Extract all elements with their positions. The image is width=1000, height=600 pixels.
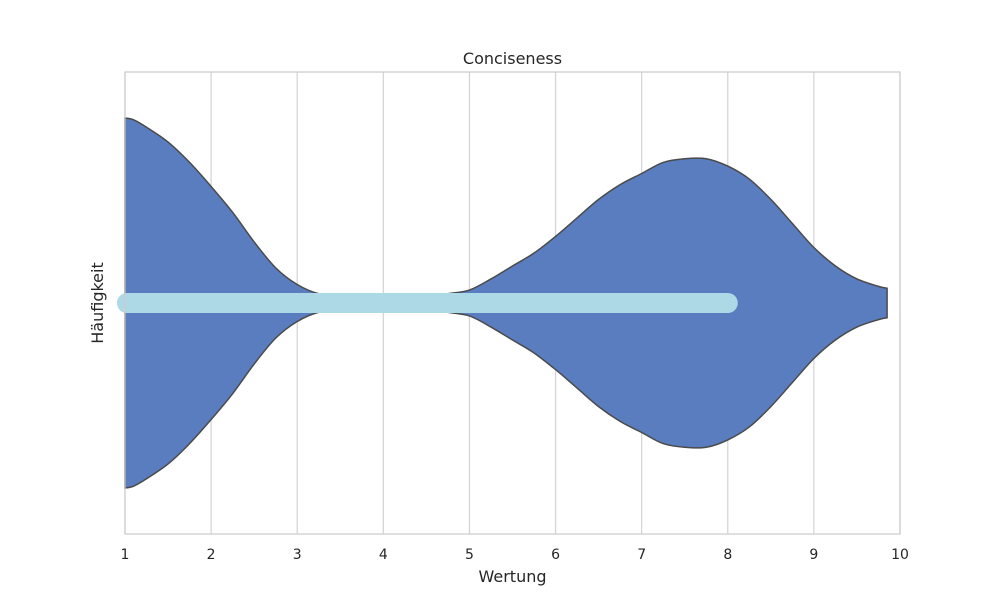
x-tick-labels: 1 2 3 4 5 6 7 8 9 10 (121, 547, 909, 563)
x-axis-label: Wertung (478, 567, 546, 586)
violin-layer (117, 117, 888, 489)
range-bar-start (125, 293, 137, 313)
x-tick-label: 6 (551, 547, 560, 563)
y-axis-label: Häufigkeit (88, 262, 107, 343)
x-tick-label: 3 (293, 547, 302, 563)
x-tick-label: 2 (207, 547, 216, 563)
x-tick-label: 5 (465, 547, 474, 563)
x-tick-label: 8 (723, 547, 732, 563)
x-tick-label: 7 (637, 547, 646, 563)
x-tick-label: 9 (809, 547, 818, 563)
x-tick-label: 10 (891, 547, 909, 563)
plot-frame (124, 71, 901, 535)
x-tick-label: 1 (121, 547, 130, 563)
chart-title: Conciseness (463, 49, 562, 68)
x-tick-label: 4 (379, 547, 388, 563)
